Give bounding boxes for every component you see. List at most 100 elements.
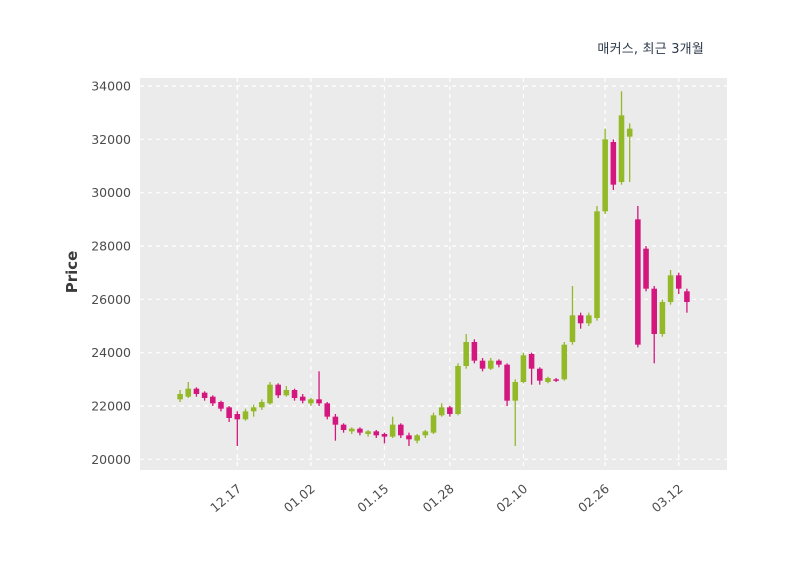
candle (618, 91, 625, 185)
candle-body (528, 354, 535, 369)
candle-body (512, 382, 519, 401)
candle (234, 411, 241, 446)
candle (316, 371, 322, 406)
y-axis-label: Price (63, 250, 81, 294)
candle-body (618, 115, 625, 182)
candle-body (455, 366, 461, 414)
candle-body (340, 424, 347, 430)
candle-body (324, 403, 331, 417)
candle (324, 402, 331, 420)
y-tick-label: 28000 (91, 239, 131, 254)
candle (381, 432, 388, 444)
candle-body (193, 388, 200, 394)
candle (471, 339, 478, 364)
candle-body (463, 342, 469, 366)
candle (536, 367, 543, 385)
x-tick-label: 03.12 (649, 481, 686, 516)
x-tick-label: 01.28 (420, 481, 457, 516)
candle-body (348, 428, 355, 432)
candle-body (643, 248, 649, 289)
candle (275, 383, 281, 398)
candle (577, 312, 584, 329)
candle-body (357, 428, 363, 433)
candle-body (283, 390, 290, 396)
candle (545, 376, 551, 384)
candle (569, 286, 576, 345)
candle-body (373, 431, 380, 436)
candle-body (234, 414, 241, 420)
candle-body (210, 396, 216, 404)
y-tick-label: 26000 (91, 292, 131, 307)
candle (357, 427, 363, 436)
candle (487, 358, 494, 370)
candle-body (389, 424, 396, 437)
candle-body (365, 431, 371, 434)
candle (512, 379, 519, 446)
y-tick-label: 24000 (91, 345, 131, 360)
candle-body (332, 416, 339, 425)
x-tick-label: 12.17 (207, 481, 244, 516)
candle (398, 423, 404, 438)
candle-body (684, 291, 690, 302)
candle (561, 342, 568, 381)
candle-body (177, 394, 183, 400)
y-tick-label: 22000 (91, 399, 131, 414)
x-tick-label: 01.02 (281, 481, 318, 516)
candle (659, 299, 666, 337)
candle (365, 430, 371, 437)
candle-body (438, 407, 445, 416)
y-tick-label: 30000 (91, 185, 131, 200)
candle-body (561, 344, 568, 380)
candle (250, 404, 257, 417)
candle-body (430, 415, 437, 433)
candle (193, 387, 200, 397)
candle (447, 406, 453, 417)
x-tick-label: 01.15 (354, 481, 391, 516)
candle (242, 408, 249, 421)
candle (463, 334, 469, 369)
candle-body (659, 302, 666, 334)
candle-body (299, 396, 306, 401)
candle-body (651, 288, 657, 334)
y-tick-label: 32000 (91, 132, 131, 147)
candle (291, 388, 298, 401)
candle-body (504, 364, 510, 401)
candle-body (520, 355, 527, 382)
candle (684, 288, 690, 313)
candle (201, 391, 208, 401)
candle-body (569, 315, 576, 342)
candle-body (471, 342, 478, 361)
candle (455, 363, 461, 416)
candle (430, 412, 437, 434)
candle-body (275, 384, 281, 396)
candle-body (487, 360, 494, 369)
candle (283, 386, 290, 397)
candle (438, 403, 445, 417)
candle-body (536, 368, 543, 381)
candle-body (308, 399, 314, 404)
candle-body (267, 384, 273, 404)
candle (308, 398, 314, 406)
x-tick-label: 02.10 (493, 481, 530, 516)
candle-body (185, 388, 192, 397)
candle (635, 206, 641, 348)
candle-body (381, 434, 388, 437)
x-tick-label: 02.26 (575, 481, 612, 516)
candle-body (602, 139, 608, 212)
candle-body (479, 360, 486, 369)
candle (626, 123, 633, 182)
y-tick-label: 34000 (91, 79, 131, 94)
candle (218, 400, 224, 412)
candle-body (201, 392, 208, 398)
candle (414, 434, 420, 444)
candle-body (406, 435, 412, 440)
candle-body (422, 431, 429, 436)
candle (667, 270, 674, 305)
candle (389, 416, 396, 438)
candle (602, 128, 608, 214)
candle (422, 430, 429, 438)
candle (226, 406, 232, 422)
candle-body (218, 402, 224, 409)
